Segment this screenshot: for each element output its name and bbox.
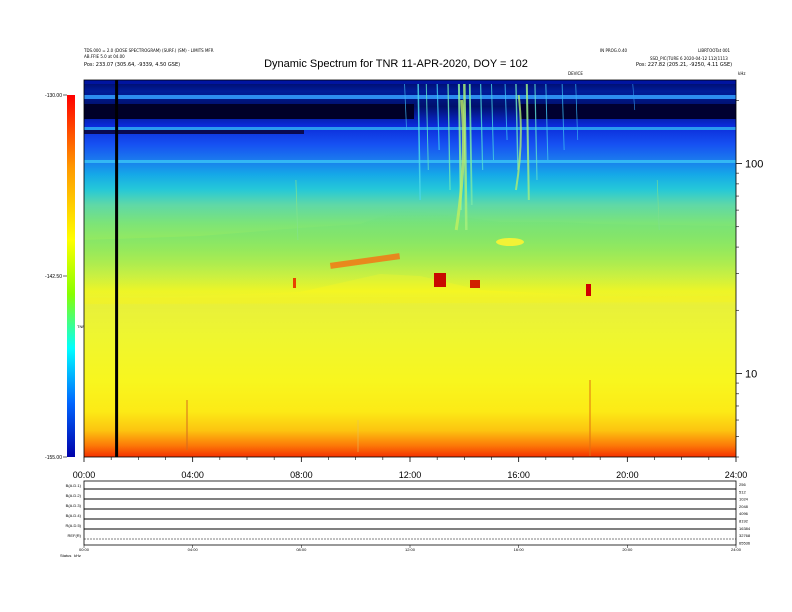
panel-x-tick-label: 12:00: [405, 547, 416, 552]
panel-row-label: REF(R): [67, 533, 81, 538]
panel-right-value: 8192: [739, 519, 749, 524]
top-band: [84, 80, 736, 84]
burst-streak: [447, 83, 451, 191]
burst-streak: [417, 83, 421, 201]
dark-band-right: [520, 104, 736, 119]
panel-x-tick-label: 08:00: [296, 547, 307, 552]
x-tick-label: 16:00: [507, 470, 530, 480]
burst-streak: [436, 83, 440, 151]
y-tick-label: 100: [745, 159, 763, 171]
panel-right-value: 16384: [739, 526, 751, 531]
hotspot-2: [470, 280, 480, 288]
x-tick-label: 24:00: [725, 470, 748, 480]
burst-streak: [504, 83, 508, 141]
panel-x-tick-label: 00:00: [79, 547, 90, 552]
panel-row-label: R(A.D.5): [65, 523, 81, 528]
hotspot-drift: [329, 253, 401, 269]
y-tick-label: 10: [745, 368, 757, 380]
header-position-right: Pos: 227.82 (205.21, -9250, 4.11 GSE): [636, 62, 733, 68]
panel-x-tick-label: 24:00: [731, 547, 742, 552]
header-info-right-3: SSD_PIC(TURE 6 2020-04-12 112(1113: [650, 56, 728, 61]
header-position-left: Pos: 233.07 (305.64, -9339, 4.50 GSE): [84, 62, 181, 68]
colorbar: [67, 95, 75, 457]
burst-streak: [468, 83, 473, 206]
footer-status-label: Status: [60, 553, 71, 558]
burst-streaks: [295, 83, 660, 241]
panel-right-value: 32768: [739, 533, 751, 538]
burst-ridge: [514, 94, 522, 191]
x-tick-label: 04:00: [181, 470, 204, 480]
cyan-band-3: [84, 160, 736, 163]
cyan-band-1: [84, 95, 736, 99]
burst-streak: [534, 83, 538, 181]
header-info-right-2: LIBRTOOTat 001: [698, 48, 731, 53]
hotspot-ellipse: [496, 238, 524, 246]
x-tick-label: 00:00: [73, 470, 96, 480]
panel-row-label: B(A.D.2): [66, 493, 82, 498]
header-info-line-1: TDS.000 = 2.0 (DOSE SPECTROGRAM) (SURF.)…: [84, 48, 214, 53]
header-unit-label: kHz: [738, 71, 746, 76]
colorbar-tick-label: -155.00: [45, 455, 62, 461]
panel-x-tick-label: 16:00: [514, 547, 525, 552]
x-tick-label: 08:00: [290, 470, 313, 480]
header-info-line-2: AB.FFIE 5.0 at 04.00: [84, 54, 125, 59]
hotspot-4: [293, 278, 296, 288]
burst-streak: [545, 83, 549, 161]
panel-row-label: B(A.D.4): [66, 513, 82, 518]
yellow-edge: [84, 296, 736, 304]
panel-right-value: 1024: [739, 497, 749, 502]
hotspot-1: [434, 273, 446, 287]
burst-streak: [295, 179, 299, 241]
ancillary-panel-frame: [83, 480, 737, 546]
panel-x-tick-label: 04:00: [188, 547, 199, 552]
dark-band-left: [84, 104, 414, 119]
header-info-right-1: IN PROG.0.40: [600, 48, 628, 53]
panel-right-value: 4096: [739, 511, 749, 516]
cyan-band-2: [84, 127, 736, 130]
panel-right-value: 512: [739, 489, 746, 494]
burst-streak: [404, 83, 407, 131]
x-tick-label: 20:00: [616, 470, 639, 480]
burst-streak: [515, 83, 519, 171]
chart-title: Dynamic Spectrum for TNR 11-APR-2020, DO…: [264, 58, 528, 70]
panel-row-label: B(A.D.3): [66, 503, 82, 508]
burst-streak: [491, 83, 494, 161]
hotspot-3: [586, 284, 591, 296]
header-device-label: DEVICE: [568, 71, 583, 76]
burst-streak: [575, 83, 579, 141]
dark-band-2: [84, 130, 304, 134]
colorbar-tick-label: -130.00: [45, 93, 62, 99]
burst-streak: [561, 83, 565, 151]
burst-streak: [525, 83, 530, 201]
footer-status-value: kHz: [74, 553, 81, 558]
panel-right-value: 256: [739, 482, 746, 487]
panel-right-value: 65536: [739, 540, 751, 545]
x-tick-label: 12:00: [399, 470, 422, 480]
colorbar-label: TNR: [77, 324, 85, 329]
panel-row-label: B(A.D.1): [66, 483, 82, 488]
colorbar-tick-label: -142.50: [45, 274, 62, 280]
burst-ridge: [454, 99, 465, 231]
emission-band: [84, 210, 736, 300]
panel-x-tick-label: 20:00: [622, 547, 633, 552]
burst-streak: [632, 83, 636, 111]
burst-streak: [425, 83, 429, 171]
burst-streak: [656, 179, 660, 231]
panel-right-value: 2048: [739, 504, 749, 509]
burst-streak: [480, 83, 484, 171]
burst-streak: [463, 83, 468, 231]
